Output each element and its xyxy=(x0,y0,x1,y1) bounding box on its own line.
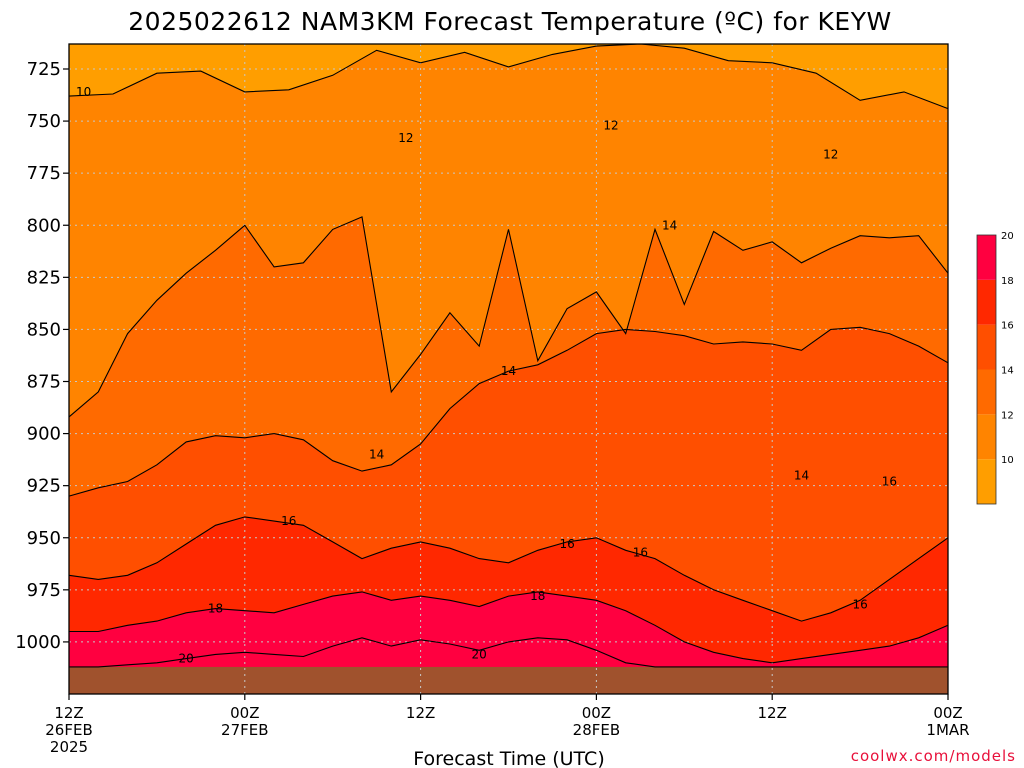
x-tick-label-h60-2: 1MAR xyxy=(926,721,969,739)
contour-label-16-4: 16 xyxy=(852,597,867,611)
y-axis-ticks: 725 750 775 800 825 850 875 900 925 950 975 1000 xyxy=(15,59,69,653)
ground-surface xyxy=(69,666,948,694)
x-tick-label-h36-2: 28FEB xyxy=(573,721,620,739)
colorbar: 10 12 14 16 18 20 xyxy=(976,231,1014,505)
contour-label-12-2: 12 xyxy=(823,147,838,161)
contour-10 xyxy=(68,43,949,110)
plot-area: 10 12 12 12 14 14 14 14 16 16 16 16 16 18 18 20 20 xyxy=(68,43,949,695)
x-tick-label-h36-1: 00Z xyxy=(582,704,611,722)
colorbar-label-20: 20 xyxy=(1001,231,1014,242)
contour-label-20-0: 20 xyxy=(179,652,194,666)
contour-label-10-0: 10 xyxy=(76,85,91,99)
contour-18 xyxy=(69,591,949,664)
y-tick-label-1000: 1000 xyxy=(15,632,61,653)
colorbar-label-18: 18 xyxy=(1001,276,1014,287)
contour-label-14-0: 14 xyxy=(369,447,384,461)
colorbar-box-3 xyxy=(977,324,996,370)
colorbar-label-12: 12 xyxy=(1001,410,1014,421)
colorbar-label-16: 16 xyxy=(1001,321,1014,332)
contour-20 xyxy=(69,637,948,668)
y-tick-label-750: 750 xyxy=(27,111,61,132)
contour-labels: 10 12 12 12 14 14 14 14 16 16 16 16 16 18 18 20 20 xyxy=(76,85,897,666)
colorbar-label-10: 10 xyxy=(1001,455,1014,466)
contour-lines xyxy=(68,43,949,668)
contour-label-16-0: 16 xyxy=(281,514,296,528)
colorbar-box-2 xyxy=(977,369,996,415)
contour-16 xyxy=(68,516,949,622)
x-tick-label-h24-1: 12Z xyxy=(406,704,435,722)
y-tick-label-875: 875 xyxy=(27,372,61,393)
contour-14 xyxy=(68,326,949,497)
colorbar-frame xyxy=(976,234,997,505)
y-tick-label-850: 850 xyxy=(27,319,61,340)
contour-label-16-2: 16 xyxy=(633,545,648,559)
colorbar-box-5 xyxy=(977,235,996,280)
x-tick-label-h0-1: 12Z xyxy=(54,704,83,722)
credit-text: coolwx.com/models xyxy=(851,747,1016,765)
contour-label-14-3: 14 xyxy=(794,468,809,482)
contour-label-14-1: 14 xyxy=(501,364,516,378)
contour-label-16-1: 16 xyxy=(559,537,574,551)
x-tick-label-h48-1: 12Z xyxy=(758,704,787,722)
y-tick-label-775: 775 xyxy=(27,163,61,184)
x-tick-label-h12-1: 00Z xyxy=(230,704,259,722)
x-tick-label-h0-2: 26FEB xyxy=(45,721,92,739)
y-tick-label-925: 925 xyxy=(27,476,61,497)
colorbar-box-4 xyxy=(977,279,996,325)
contour-label-12-0: 12 xyxy=(398,131,413,145)
colorbar-box-0 xyxy=(977,459,996,504)
x-tick-label-h12-2: 27FEB xyxy=(221,721,268,739)
contour-label-14-2: 14 xyxy=(662,218,677,232)
y-tick-label-825: 825 xyxy=(27,267,61,288)
contour-12 xyxy=(68,216,949,418)
contour-label-16-3: 16 xyxy=(882,475,897,489)
contour-label-20-1: 20 xyxy=(472,647,487,661)
y-tick-label-900: 900 xyxy=(27,424,61,445)
y-tick-label-800: 800 xyxy=(27,215,61,236)
colorbar-label-14: 14 xyxy=(1001,366,1014,377)
plot-frame xyxy=(68,43,949,695)
y-tick-label-950: 950 xyxy=(27,528,61,549)
x-axis-label: Forecast Time (UTC) xyxy=(413,748,604,768)
chart-title: 2025022612 NAM3KM Forecast Temperature (… xyxy=(128,7,891,36)
y-tick-label-975: 975 xyxy=(27,580,61,601)
colorbar-box-1 xyxy=(977,414,996,460)
contour-label-12-1: 12 xyxy=(603,118,618,132)
contour-label-18-0: 18 xyxy=(208,602,223,616)
contour-label-18-1: 18 xyxy=(530,589,545,603)
x-tick-label-h60-1: 00Z xyxy=(933,704,962,722)
x-tick-label-h0-3: 2025 xyxy=(50,738,88,756)
y-tick-label-725: 725 xyxy=(27,59,61,80)
